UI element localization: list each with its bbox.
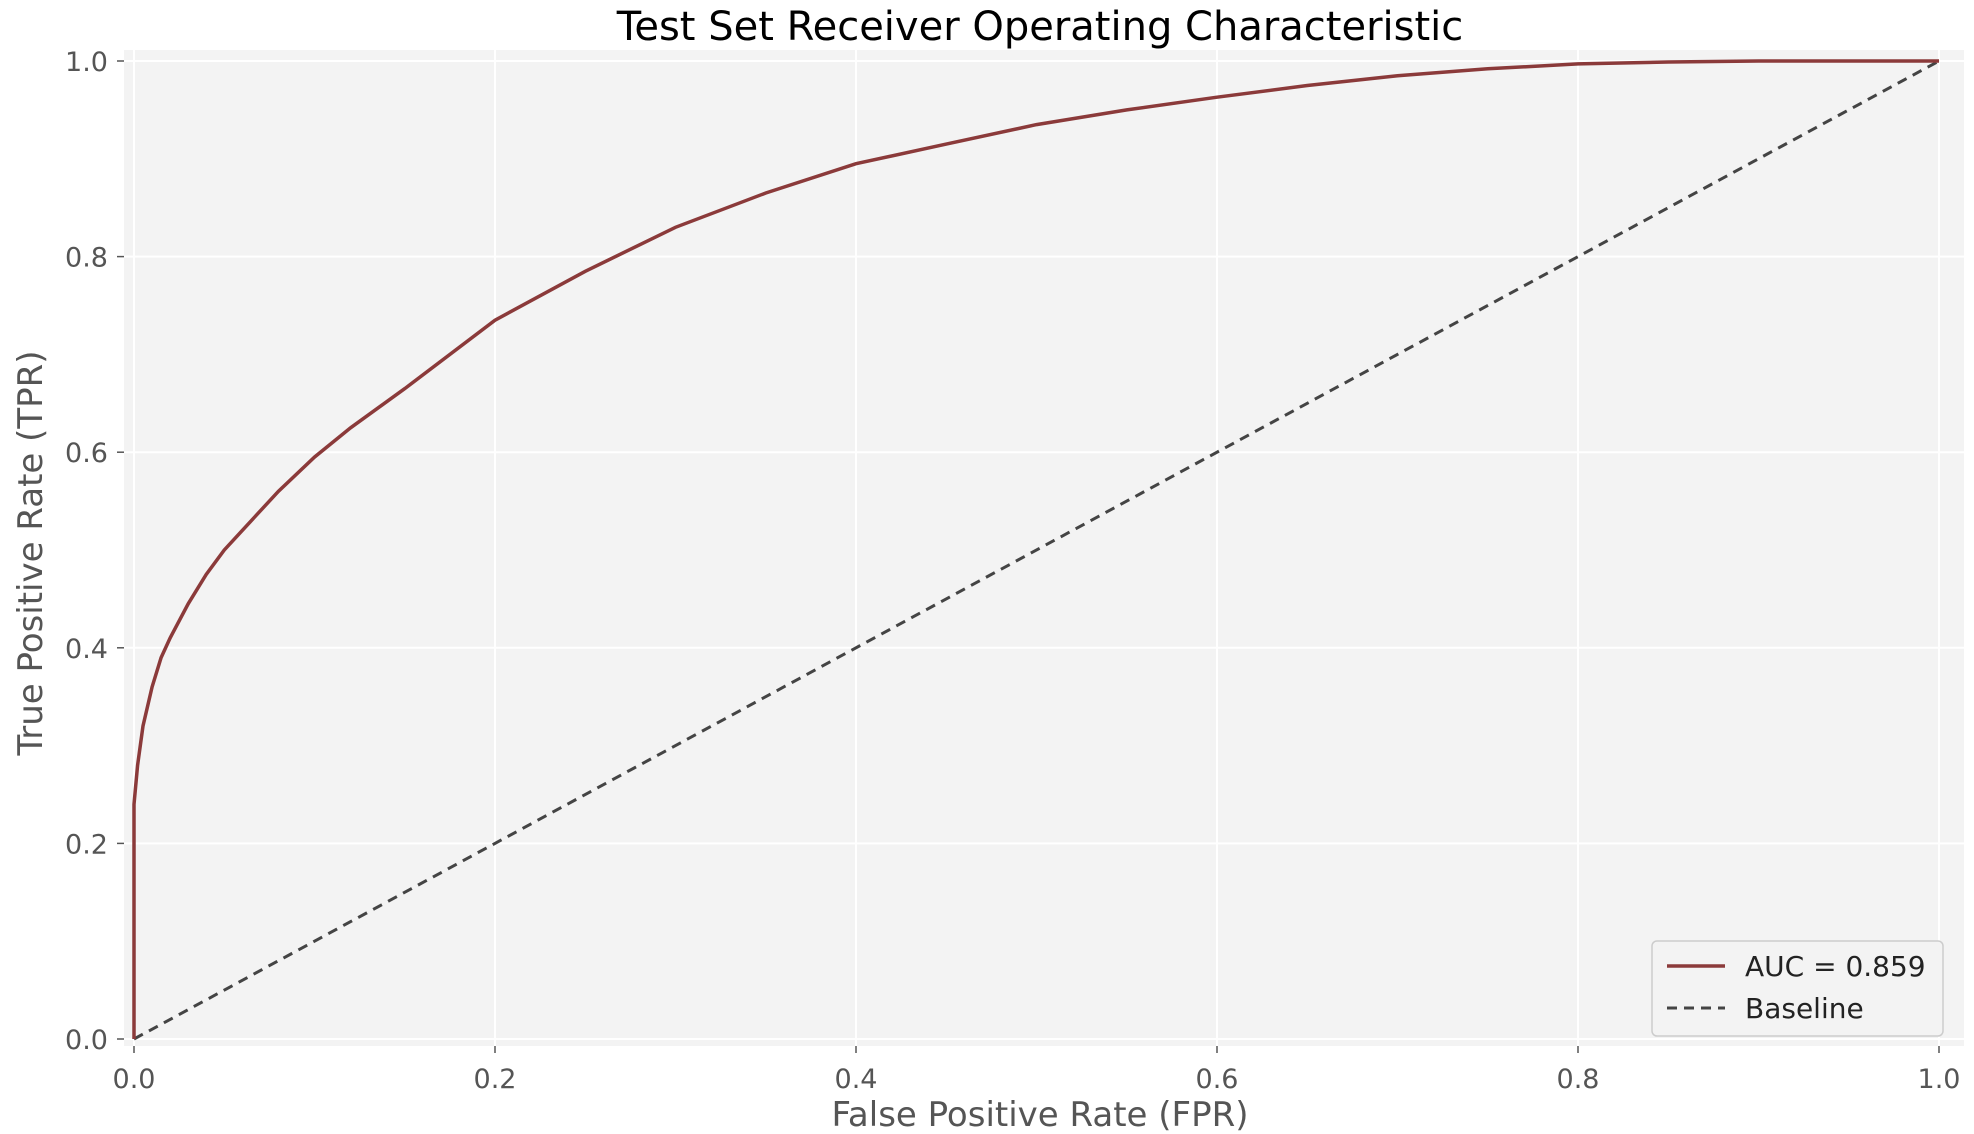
y-tick-label: 0.4 <box>65 634 108 665</box>
y-axis-label: True Positive Rate (TPR) <box>11 350 51 756</box>
x-tick-label: 1.0 <box>1918 1064 1961 1095</box>
gridlines <box>124 50 1964 1046</box>
x-tick-label: 0.0 <box>113 1064 156 1095</box>
y-tick-label: 0.2 <box>65 829 108 860</box>
legend: AUC = 0.859 Baseline <box>1651 940 1944 1037</box>
chart-title: Test Set Receiver Operating Characterist… <box>616 4 1464 50</box>
series-line-baseline <box>133 59 1940 1041</box>
x-tick-label: 0.4 <box>835 1064 878 1095</box>
plot-area <box>124 50 1964 1046</box>
x-tick-labels: 0.0 0.2 0.4 0.6 0.8 1.0 <box>113 1046 1961 1095</box>
x-tick-label: 0.2 <box>474 1064 517 1095</box>
x-tick-label: 0.6 <box>1196 1064 1239 1095</box>
x-tick-label: 0.8 <box>1557 1064 1600 1095</box>
x-axis-label: False Positive Rate (FPR) <box>831 1095 1248 1134</box>
legend-label-roc: AUC = 0.859 <box>1745 950 1926 983</box>
y-tick-labels: 0.0 0.2 0.4 0.6 0.8 1.0 <box>65 47 124 1056</box>
legend-label-baseline: Baseline <box>1745 992 1864 1025</box>
y-tick-label: 0.8 <box>65 243 108 274</box>
series-line-roc <box>132 59 1939 1039</box>
y-tick-label: 0.6 <box>65 438 108 469</box>
y-tick-label: 0.0 <box>65 1025 108 1056</box>
y-tick-label: 1.0 <box>65 47 108 78</box>
